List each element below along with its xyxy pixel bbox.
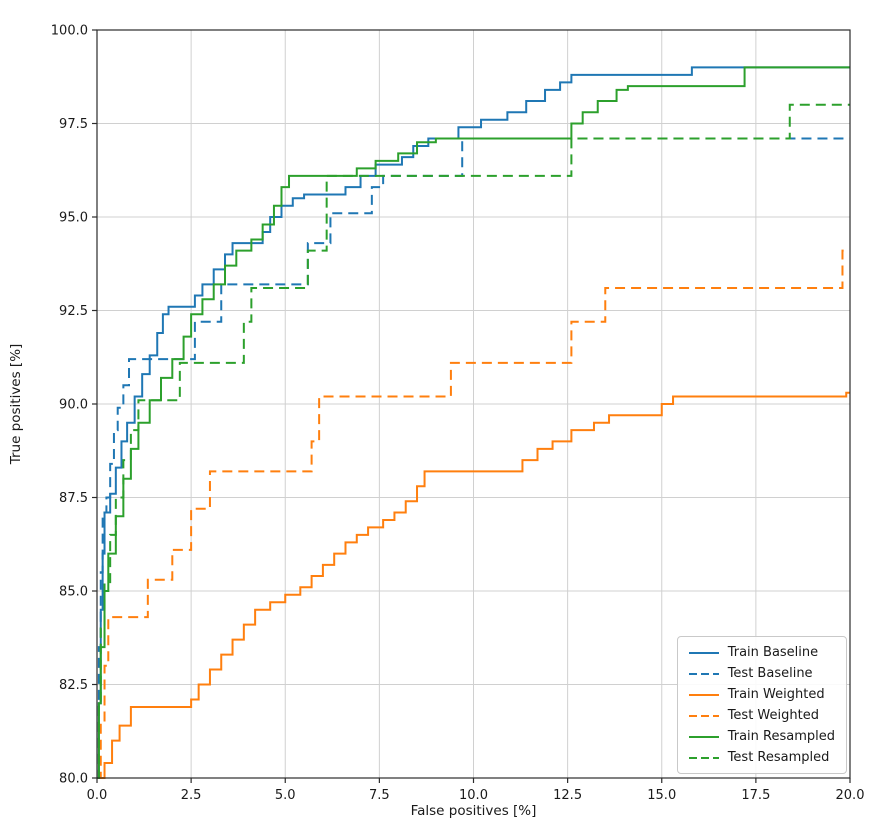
legend-item-test-weighted: Test Weighted (688, 708, 835, 723)
y-tick-label: 97.5 (59, 117, 88, 132)
legend-label: Train Weighted (727, 687, 825, 702)
x-tick-label: 15.0 (647, 788, 676, 803)
x-tick-label: 20.0 (836, 788, 865, 803)
series-line-train-weighted (97, 391, 850, 779)
legend-label: Test Resampled (727, 750, 830, 765)
legend-label: Train Resampled (727, 729, 835, 744)
x-tick-label: 5.0 (275, 788, 296, 803)
series-line-test-baseline (97, 137, 850, 779)
x-tick-label: 2.5 (181, 788, 202, 803)
x-tick-label: 17.5 (741, 788, 770, 803)
series-line-train-resampled (97, 66, 850, 779)
legend: Train Baseline Test Baseline Train Weighte… (676, 636, 847, 774)
series-line-test-weighted (97, 249, 850, 779)
x-axis-label: False positives [%] (410, 803, 537, 819)
y-tick-label: 82.5 (59, 678, 88, 693)
x-tick-label: 12.5 (553, 788, 582, 803)
y-tick-label: 95.0 (59, 211, 88, 226)
legend-line-sample (688, 672, 719, 675)
x-tick-label: 0.0 (87, 788, 108, 803)
legend-item-train-baseline: Train Baseline (688, 645, 835, 660)
y-tick-label: 85.0 (59, 585, 88, 600)
legend-line-sample (688, 693, 719, 696)
legend-item-train-weighted: Train Weighted (688, 687, 835, 702)
y-tick-label: 100.0 (51, 24, 88, 39)
legend-label: Train Baseline (727, 645, 819, 660)
legend-label: Test Baseline (727, 666, 813, 681)
legend-item-test-baseline: Test Baseline (688, 666, 835, 681)
x-tick-label: 10.0 (459, 788, 488, 803)
series-line-train-baseline (97, 66, 850, 779)
legend-label: Test Weighted (727, 708, 819, 723)
legend-item-train-resampled: Train Resampled (688, 729, 835, 744)
y-tick-label: 92.5 (59, 304, 88, 319)
legend-line-sample (688, 756, 719, 759)
y-tick-label: 87.5 (59, 491, 88, 506)
y-axis-label: True positives [%] (8, 343, 24, 465)
legend-line-sample (688, 735, 719, 738)
legend-line-sample (688, 714, 719, 717)
x-tick-label: 7.5 (369, 788, 390, 803)
legend-line-sample (688, 651, 719, 654)
y-tick-label: 90.0 (59, 398, 88, 413)
y-tick-label: 80.0 (59, 772, 88, 787)
legend-item-test-resampled: Test Resampled (688, 750, 835, 765)
series-line-test-resampled (97, 103, 850, 779)
